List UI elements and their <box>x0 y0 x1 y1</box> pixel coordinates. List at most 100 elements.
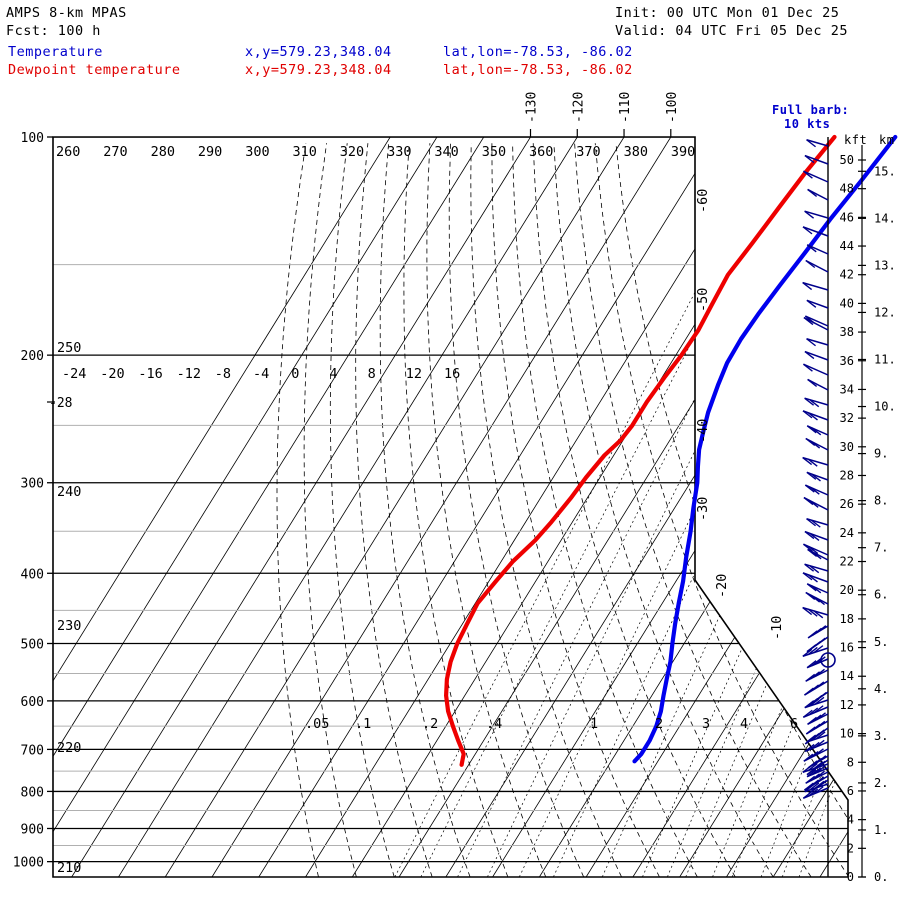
kft-tick-label: 28 <box>840 468 854 482</box>
isentrope-top-label: 310 <box>293 144 317 160</box>
wind-barb <box>803 496 829 511</box>
isentrope-top-label: 350 <box>482 144 506 160</box>
dewpoint-legend-label: Dewpoint temperature <box>8 62 181 78</box>
km-tick-label: 13. <box>874 258 896 272</box>
kft-tick-label: 40 <box>840 296 854 310</box>
wind-barb <box>805 315 829 327</box>
temperature-latlon-readout: lat,lon=-78.53, -86.02 <box>443 44 633 60</box>
wind-barb <box>805 259 829 273</box>
forecast-hour: Fcst: 100 h <box>6 23 101 39</box>
pressure-tick-label: 700 <box>21 743 44 758</box>
km-tick-label: 2. <box>874 776 888 790</box>
isentrope-top-label: 330 <box>387 144 411 160</box>
kft-tick-label: 24 <box>840 526 854 540</box>
isentrope-top-label: 270 <box>103 144 127 160</box>
top-temp-tick-label: -120 <box>571 92 586 123</box>
isentrope-left-label: 220 <box>57 740 81 756</box>
dewpoint-curve <box>444 134 837 767</box>
wind-barb <box>806 518 829 526</box>
km-tick-label: 8. <box>874 494 888 508</box>
calm-wind-circle <box>820 652 836 668</box>
temp-tick-label-200mb: 12 <box>406 366 422 382</box>
plot-frame <box>52 136 849 878</box>
temp-tick-label-200mb: -4 <box>253 366 269 382</box>
wind-barb <box>806 583 829 594</box>
right-temp-tick-label: -50 <box>695 288 711 312</box>
wind-barb <box>806 338 829 346</box>
km-tick-label: 9. <box>874 447 888 461</box>
isentrope-top-label: 260 <box>56 144 80 160</box>
kft-tick-label: 42 <box>840 268 854 282</box>
temp-tick-label-200mb: -24 <box>62 366 86 382</box>
top-temp-tick-label: -110 <box>618 92 633 123</box>
isentrope-top-label: 280 <box>151 144 175 160</box>
temp-tick-label-200mb: 4 <box>329 366 337 382</box>
pressure-tick-label: 400 <box>21 567 44 582</box>
km-tick-label: 4. <box>874 682 888 696</box>
kft-tick-label: 20 <box>840 583 854 597</box>
temp-tick-label-200mb: -16 <box>138 366 162 382</box>
kft-tick-label: 50 <box>840 153 854 167</box>
mixing-ratio-label: 3 <box>702 716 710 732</box>
isentrope-left-label: 210 <box>57 860 81 876</box>
wind-barb <box>803 363 829 376</box>
kft-tick-label: 22 <box>840 555 854 569</box>
isentrope-top-label: 390 <box>671 144 695 160</box>
pressure-tick-label: 100 <box>21 131 44 146</box>
mixing-ratio-label: 2 <box>655 716 663 732</box>
right-temp-tick-label: -30 <box>695 497 711 521</box>
temperature-xy-readout: x,y=579.23,348.04 <box>245 44 392 60</box>
kft-tick-label: 18 <box>840 612 854 626</box>
wind-barb <box>803 543 829 556</box>
wind-barb <box>805 484 829 496</box>
kft-tick-label: 0 <box>847 870 854 884</box>
wind-barb <box>803 316 829 331</box>
kft-tick-label: 26 <box>840 497 854 511</box>
kft-tick-label: 48 <box>840 182 854 196</box>
wind-barb <box>806 244 829 255</box>
km-tick-label: 12. <box>874 305 896 319</box>
km-tick-label: 11. <box>874 352 896 366</box>
km-tick-label: 15. <box>874 164 896 178</box>
km-tick-label: 3. <box>874 729 888 743</box>
wind-barb <box>804 154 829 165</box>
km-tick-label: 1. <box>874 823 888 837</box>
mixing-ratio-label: 1 <box>590 716 598 732</box>
pressure-tick-label: 300 <box>21 477 44 492</box>
km-axis-header: km <box>879 133 895 147</box>
temp-tick-label-200mb: 0 <box>291 366 299 382</box>
right-temp-tick-label: -10 <box>769 616 785 640</box>
km-tick-label: 5. <box>874 635 888 649</box>
km-tick-label: 14. <box>874 211 896 225</box>
kft-tick-label: 36 <box>840 354 854 368</box>
mixing-ratio-label: .2 <box>422 716 438 732</box>
kft-tick-label: 34 <box>840 382 854 396</box>
dewpoint-xy-readout: x,y=579.23,348.04 <box>245 62 392 78</box>
km-tick-label: 6. <box>874 588 888 602</box>
kft-tick-label: 46 <box>840 210 854 224</box>
top-temp-tick-label: -130 <box>525 92 540 123</box>
pressure-tick-label: 800 <box>21 785 44 800</box>
kft-tick-label: 12 <box>840 698 854 712</box>
wind-barb <box>805 437 829 451</box>
pressure-tick-label: 1000 <box>13 856 44 871</box>
mixing-ratio-label: .1 <box>355 716 371 732</box>
kft-tick-label: 6 <box>847 784 854 798</box>
altitude-axes-group: 0246810121416182022242628303234363840424… <box>840 145 896 884</box>
kft-tick-label: 38 <box>840 325 854 339</box>
init-time: Init: 00 UTC Mon 01 Dec 25 <box>615 5 840 21</box>
isotherm-lines-group <box>53 137 848 877</box>
right-temp-tick-label: -40 <box>695 419 711 443</box>
mixing-ratio-lines-group <box>394 272 848 877</box>
wind-barb <box>802 281 829 291</box>
km-tick-label: 7. <box>874 541 888 555</box>
temp-tick-label-200mb: 16 <box>444 366 460 382</box>
right-temp-tick-label: -20 <box>714 574 730 598</box>
isentrope-top-label: 300 <box>245 144 269 160</box>
kft-axis-header: kft <box>844 133 868 147</box>
pressure-tick-label: 600 <box>21 695 44 710</box>
isentrope-top-label: 290 <box>198 144 222 160</box>
mixing-ratio-label: 6 <box>790 716 798 732</box>
